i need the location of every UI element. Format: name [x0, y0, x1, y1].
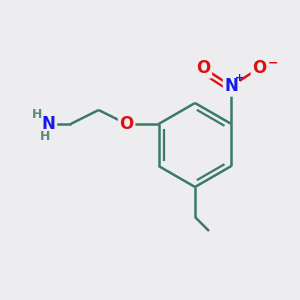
Text: +: + [235, 73, 244, 83]
Text: N: N [42, 115, 56, 133]
Text: H: H [32, 107, 42, 121]
Text: N: N [224, 77, 238, 95]
Text: −: − [268, 56, 279, 70]
Text: H: H [39, 130, 50, 142]
Text: O: O [196, 59, 211, 77]
Text: O: O [119, 115, 134, 133]
Text: O: O [252, 59, 266, 77]
